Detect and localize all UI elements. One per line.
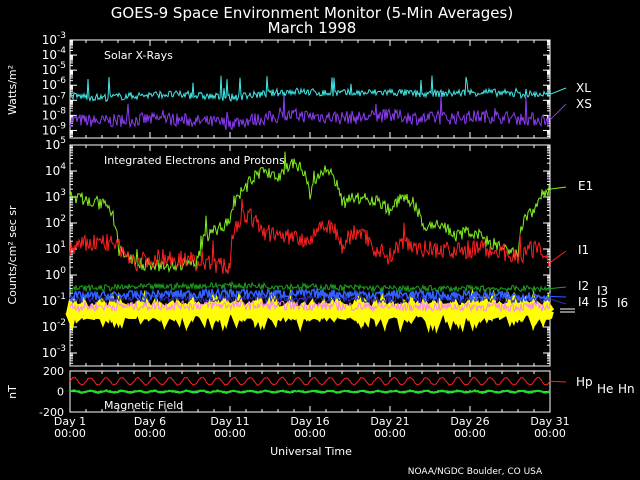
x-tick-label: 00:00 <box>54 427 86 440</box>
x-tick-label: 00:00 <box>294 427 326 440</box>
xray-panel-title: Solar X-Rays <box>104 49 173 62</box>
legend-hn-label: Hn <box>618 382 635 396</box>
legend-connector <box>549 250 567 263</box>
y-tick-label: 10-5 <box>42 61 66 77</box>
x-tick-label: 00:00 <box>534 427 566 440</box>
x-tick-label: Day 1 <box>54 415 86 428</box>
y-tick-label: 10-3 <box>42 344 66 360</box>
series-i5-line <box>69 299 551 314</box>
y-tick-label: 104 <box>45 162 66 178</box>
y-tick-label: 10-8 <box>42 106 67 122</box>
x-axis-label: Universal Time <box>270 445 352 458</box>
legend-i1-label: I1 <box>578 243 589 257</box>
series-hp-line <box>69 376 551 386</box>
legend-connector <box>549 87 567 95</box>
x-tick-label: 00:00 <box>214 427 246 440</box>
legend-connector <box>549 286 567 290</box>
y-tick-label: -200 <box>39 406 64 419</box>
legend-connector <box>549 186 567 190</box>
series-he-line <box>69 389 551 394</box>
x-tick-label: Day 16 <box>290 415 329 428</box>
y-tick-label: 10-3 <box>42 31 66 47</box>
y-tick-label: 200 <box>43 365 64 378</box>
legend-hp-label: Hp <box>576 375 593 389</box>
legend-i2-label: I2 <box>578 279 589 293</box>
series-i1-line <box>69 198 551 275</box>
x-tick-label: Day 11 <box>210 415 249 428</box>
legend-i5-label: I5 <box>597 296 608 310</box>
x-tick-label: 00:00 <box>374 427 406 440</box>
legend-connector <box>549 380 567 383</box>
x-tick-label: 00:00 <box>454 427 486 440</box>
legend-i4-label: I4 <box>578 295 589 309</box>
y-axis-label: nT <box>6 385 19 399</box>
y-tick-label: 10-7 <box>42 91 66 107</box>
legend-i3-label: I3 <box>597 284 608 298</box>
magnetic-panel: 200 0 -200 nT Magnetic Field Hp He Hn <box>6 365 635 419</box>
footer-credit: NOAA/NGDC Boulder, CO USA <box>408 467 543 477</box>
magnetic-panel-title: Magnetic Field <box>104 399 183 412</box>
y-tick-label: 10-4 <box>42 46 67 62</box>
legend-connector <box>549 295 567 298</box>
legend-xs-label: XS <box>576 97 592 111</box>
y-tick-label: 0 <box>57 386 64 399</box>
y-tick-label: 105 <box>45 136 66 152</box>
series-i3-line <box>69 286 551 304</box>
y-tick-label: 103 <box>45 188 66 204</box>
series-i2-line <box>69 280 551 294</box>
legend-xl-label: XL <box>576 81 591 95</box>
y-axis-label: Counts/cm² sec sr <box>6 205 19 305</box>
xray-panel: 10-310-410-510-610-710-810-9Watts/m²Sola… <box>6 31 592 139</box>
particle-panel: 105 104 103 102 101 100 10-1 10-2 10-3 Counts/cm²… <box>6 136 628 367</box>
y-tick-label: 102 <box>45 214 66 230</box>
series-i6-line <box>65 288 555 334</box>
title-line1: GOES-9 Space Environment Monitor (5-Min … <box>111 4 513 22</box>
x-tick-label: Day 21 <box>370 415 409 428</box>
y-tick-label: 10-6 <box>42 76 67 92</box>
y-tick-label: 10-1 <box>42 292 66 308</box>
legend-he-label: He <box>597 382 613 396</box>
legend-e1-label: E1 <box>578 179 593 193</box>
series-xl-line <box>69 75 550 103</box>
legend-connector <box>549 298 567 305</box>
y-tick-label: 10-2 <box>42 318 66 334</box>
legend-connector <box>549 103 567 121</box>
x-tick-label: Day 31 <box>530 415 569 428</box>
y-tick-label: 101 <box>45 240 66 256</box>
particle-panel-title: Integrated Electrons and Protons <box>104 154 285 167</box>
x-tick-label: Day 26 <box>450 415 489 428</box>
x-tick-label: Day 6 <box>134 415 166 428</box>
series-e1-line <box>69 151 551 274</box>
title-line2: March 1998 <box>268 19 357 37</box>
legend-i6-label: I6 <box>617 296 628 310</box>
y-tick-label: 100 <box>45 266 66 282</box>
x-tick-label: 00:00 <box>134 427 166 440</box>
y-axis-label: Watts/m² <box>6 65 19 115</box>
series-xs-line <box>69 94 551 131</box>
